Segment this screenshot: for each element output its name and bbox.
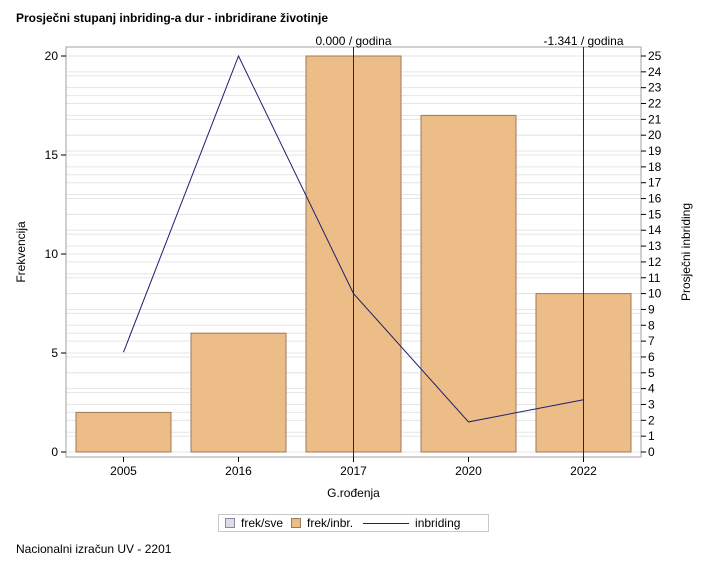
legend-label-frek-sve: frek/sve bbox=[241, 516, 284, 530]
y2-tick-label: 25 bbox=[648, 49, 662, 63]
chart-title: Prosječni stupanj inbriding-a dur - inbr… bbox=[16, 11, 329, 25]
y2-tick-label: 2 bbox=[648, 413, 655, 427]
x-tick-label-2022: 2022 bbox=[570, 464, 597, 478]
y2-tick-label: 14 bbox=[648, 223, 662, 237]
bar-2020 bbox=[420, 114, 517, 453]
y2-tick-label: 3 bbox=[648, 397, 655, 411]
footer-note: Nacionalni izračun UV - 2201 bbox=[16, 542, 172, 556]
y2-tick-label: 12 bbox=[648, 255, 662, 269]
bar-2016 bbox=[190, 332, 287, 453]
y2-tick-label: 8 bbox=[648, 318, 655, 332]
y-tick-label: 5 bbox=[51, 346, 58, 360]
y2-tick-label: 22 bbox=[648, 97, 662, 111]
y2-tick-label: 18 bbox=[648, 160, 662, 174]
reference-label-2022: -1.341 / godina bbox=[543, 34, 623, 48]
legend-swatch-inbriding bbox=[363, 522, 410, 524]
y2-tick-label: 9 bbox=[648, 302, 655, 316]
y2-tick-label: 24 bbox=[648, 65, 662, 79]
y2-tick-label: 4 bbox=[648, 382, 655, 396]
y2-tick-label: 16 bbox=[648, 192, 662, 206]
axes-layer: 0510152001234567891011121314151617181920… bbox=[14, 49, 693, 500]
reference-lines: 0.000 / godina -1.341 / godina bbox=[315, 34, 624, 457]
x-tick-label-2005: 2005 bbox=[110, 464, 137, 478]
legend-item-frek-inbr: frek/inbr. bbox=[291, 516, 353, 530]
legend-item-frek-sve: frek/sve bbox=[225, 516, 283, 530]
y2-tick-label: 5 bbox=[648, 366, 655, 380]
y-tick-label: 10 bbox=[45, 247, 59, 261]
y2-tick-label: 15 bbox=[648, 207, 662, 221]
reference-label-2017: 0.000 / godina bbox=[315, 34, 391, 48]
y2-tick-label: 10 bbox=[648, 287, 662, 301]
x-tick-label-2016: 2016 bbox=[225, 464, 252, 478]
y2-tick-label: 11 bbox=[648, 271, 661, 285]
bars-layer bbox=[75, 55, 632, 453]
y2-tick-label: 19 bbox=[648, 144, 662, 158]
legend-item-inbriding: inbriding bbox=[361, 516, 460, 530]
y2-tick-label: 21 bbox=[648, 112, 662, 126]
legend-swatch-frek-sve bbox=[225, 518, 235, 528]
y2-tick-label: 13 bbox=[648, 239, 662, 253]
y-axis-title: Frekvencija bbox=[14, 221, 28, 283]
legend-label-frek-inbr: frek/inbr. bbox=[307, 516, 354, 530]
x-axis-title: G.rođenja bbox=[327, 486, 380, 500]
y2-tick-label: 0 bbox=[648, 445, 655, 459]
legend-label-inbriding: inbriding bbox=[415, 516, 461, 530]
y-tick-label: 15 bbox=[45, 148, 59, 162]
y2-tick-label: 6 bbox=[648, 350, 655, 364]
inbriding-line-layer bbox=[123, 54, 584, 423]
y2-tick-label: 1 bbox=[648, 429, 655, 443]
y2-tick-label: 23 bbox=[648, 81, 662, 95]
y2-tick-label: 20 bbox=[648, 128, 662, 142]
y-tick-label: 20 bbox=[45, 49, 59, 63]
y2-tick-label: 7 bbox=[648, 334, 655, 348]
y2-axis-title: Prosječni inbriding bbox=[679, 203, 693, 301]
y-tick-label: 0 bbox=[51, 445, 58, 459]
bar-2005 bbox=[75, 411, 172, 453]
legend: frek/sve frek/inbr. inbriding bbox=[218, 514, 489, 532]
x-tick-label-2020: 2020 bbox=[455, 464, 482, 478]
x-tick-label-2017: 2017 bbox=[340, 464, 367, 478]
legend-swatch-frek-inbr bbox=[291, 518, 302, 528]
y2-tick-label: 17 bbox=[648, 176, 662, 190]
